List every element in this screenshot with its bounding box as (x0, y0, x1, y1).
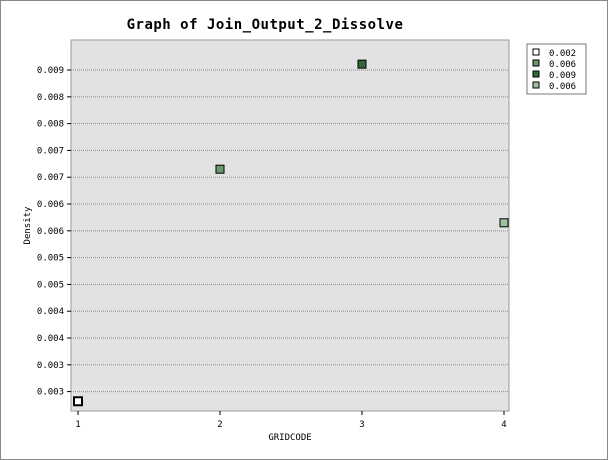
x-axis-label: GRIDCODE (268, 433, 311, 443)
legend-label: 0.009 (549, 71, 576, 81)
y-tick-label: 0.007 (37, 146, 64, 156)
legend-label: 0.006 (549, 82, 576, 92)
y-tick-label: 0.007 (37, 173, 64, 183)
chart-title: Graph of Join_Output_2_Dissolve (126, 17, 404, 33)
x-tick-label: 1 (75, 420, 80, 430)
data-points (73, 59, 509, 407)
data-point (73, 396, 83, 407)
y-tick-label: 0.008 (37, 93, 64, 103)
legend-swatch (532, 59, 540, 67)
plot-area (70, 39, 510, 412)
x-axis-ticks: 1 2 3 4 (75, 411, 507, 430)
gridlines (71, 69, 509, 393)
y-tick-label: 0.004 (37, 334, 64, 344)
x-tick-label: 4 (501, 420, 506, 430)
y-tick-label: 0.008 (37, 120, 64, 130)
y-tick-label: 0.005 (37, 280, 64, 290)
legend-label: 0.006 (549, 60, 576, 70)
y-tick-label: 0.003 (37, 361, 64, 371)
legend-swatch (532, 48, 540, 56)
y-axis-ticks: 0.003 0.003 0.004 0.004 0.005 0.005 0.006 0.006… (37, 66, 71, 398)
legend-swatch (532, 70, 540, 78)
y-tick-label: 0.006 (37, 200, 64, 210)
x-tick-label: 3 (359, 420, 364, 430)
y-tick-label: 0.009 (37, 66, 64, 76)
data-point (499, 218, 509, 228)
data-point (215, 164, 225, 174)
y-tick-label: 0.006 (37, 227, 64, 237)
y-axis-label: Density (23, 206, 33, 245)
y-tick-label: 0.004 (37, 307, 64, 317)
legend-swatch (532, 81, 540, 89)
x-tick-label: 2 (217, 420, 222, 430)
legend-label: 0.002 (549, 49, 576, 59)
data-point (357, 59, 367, 69)
y-tick-label: 0.003 (37, 388, 64, 398)
y-tick-label: 0.005 (37, 254, 64, 264)
